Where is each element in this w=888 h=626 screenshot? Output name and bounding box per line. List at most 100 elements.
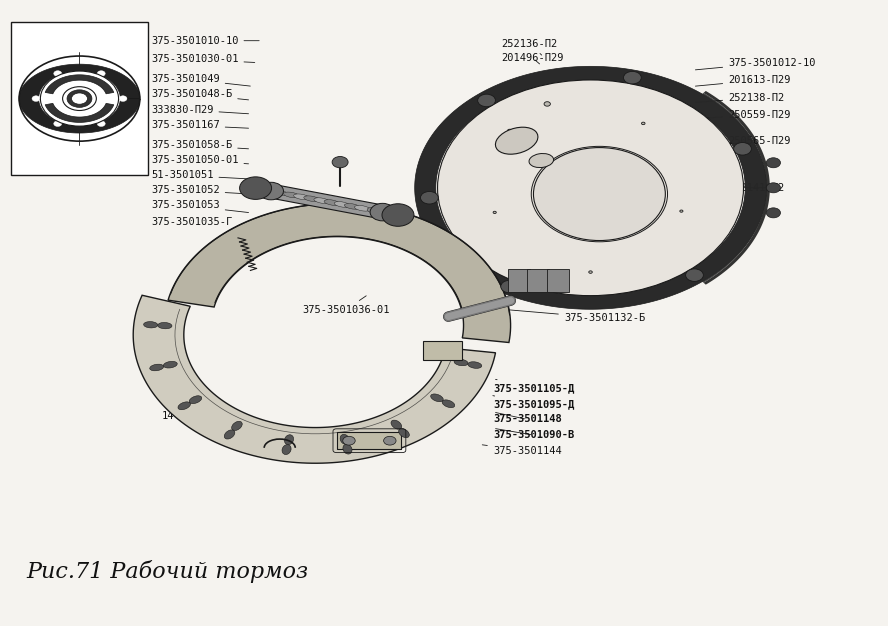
Circle shape: [370, 203, 395, 221]
Ellipse shape: [294, 194, 309, 200]
Text: Н-15808: Н-15808: [444, 363, 488, 377]
Ellipse shape: [314, 198, 329, 203]
Circle shape: [343, 436, 355, 445]
Text: 14-0283: 14-0283: [162, 411, 218, 421]
Circle shape: [76, 75, 82, 79]
Bar: [11, 22, 148, 175]
Circle shape: [240, 177, 272, 200]
Circle shape: [384, 436, 396, 445]
Text: 252138-П2: 252138-П2: [695, 93, 784, 103]
Text: 375-3501049: 375-3501049: [151, 74, 250, 86]
Circle shape: [32, 96, 40, 101]
Text: 51-3501051: 51-3501051: [151, 170, 249, 180]
Ellipse shape: [343, 444, 352, 454]
Text: 375-3501167: 375-3501167: [151, 120, 249, 130]
Polygon shape: [133, 295, 496, 463]
Ellipse shape: [354, 205, 370, 211]
Circle shape: [97, 71, 105, 76]
Ellipse shape: [266, 188, 276, 193]
Polygon shape: [20, 64, 139, 133]
Text: 375-3501050-01: 375-3501050-01: [151, 155, 249, 165]
Text: 375-3501090-В: 375-3501090-В: [493, 429, 574, 440]
Ellipse shape: [150, 364, 163, 371]
Circle shape: [54, 121, 62, 126]
Circle shape: [71, 93, 87, 105]
Ellipse shape: [163, 361, 178, 368]
Ellipse shape: [232, 421, 242, 431]
Circle shape: [67, 90, 92, 108]
Circle shape: [438, 80, 743, 295]
Ellipse shape: [345, 203, 360, 209]
Ellipse shape: [189, 396, 202, 404]
Circle shape: [507, 129, 512, 133]
Circle shape: [641, 122, 645, 125]
Text: 333830-П29: 333830-П29: [151, 105, 249, 115]
Circle shape: [589, 271, 592, 274]
Ellipse shape: [225, 430, 234, 439]
Text: 375-3501148: 375-3501148: [493, 413, 561, 424]
Ellipse shape: [282, 444, 291, 454]
Text: 252141-П2: 252141-П2: [728, 183, 784, 197]
Ellipse shape: [399, 429, 409, 438]
Circle shape: [766, 208, 781, 218]
Text: 375-3501030-01: 375-3501030-01: [151, 54, 255, 64]
Ellipse shape: [340, 434, 349, 444]
Ellipse shape: [529, 153, 553, 168]
Text: 375-3501105-Д: 375-3501105-Д: [493, 379, 574, 393]
Ellipse shape: [367, 208, 377, 213]
Bar: [547, 270, 569, 292]
Ellipse shape: [144, 322, 158, 328]
Circle shape: [766, 183, 781, 193]
Ellipse shape: [454, 359, 468, 366]
Circle shape: [623, 71, 641, 84]
Circle shape: [258, 182, 283, 200]
Text: 375-3501132-Б: 375-3501132-Б: [504, 309, 645, 323]
Ellipse shape: [284, 434, 294, 444]
Text: 375-3501036-01: 375-3501036-01: [302, 296, 390, 315]
Circle shape: [40, 71, 119, 126]
Circle shape: [105, 86, 110, 90]
Text: 250565-П29: 250565-П29: [728, 136, 790, 152]
Circle shape: [332, 156, 348, 168]
Ellipse shape: [324, 200, 339, 205]
Text: 375-3501052: 375-3501052: [151, 185, 249, 195]
Circle shape: [49, 86, 54, 90]
Ellipse shape: [178, 402, 190, 410]
Text: 375-3501058-Б: 375-3501058-Б: [151, 140, 249, 150]
Polygon shape: [168, 203, 511, 342]
Text: 375-3501048-Б: 375-3501048-Б: [151, 89, 249, 100]
Ellipse shape: [391, 420, 401, 429]
Text: 201613-П29: 201613-П29: [695, 75, 790, 86]
Text: 201496-П29: 201496-П29: [502, 53, 564, 64]
Text: 252136-П2: 252136-П2: [502, 39, 558, 55]
Circle shape: [501, 280, 519, 293]
Polygon shape: [690, 93, 766, 283]
Circle shape: [733, 143, 751, 155]
Ellipse shape: [283, 192, 299, 198]
Circle shape: [62, 87, 96, 111]
Circle shape: [105, 107, 110, 111]
Polygon shape: [415, 66, 766, 309]
Ellipse shape: [377, 210, 388, 215]
Ellipse shape: [334, 202, 350, 207]
Polygon shape: [45, 103, 114, 122]
Text: 375-3501010-10: 375-3501010-10: [151, 36, 259, 46]
Circle shape: [119, 96, 127, 101]
Circle shape: [686, 269, 703, 282]
Text: 375-3501053: 375-3501053: [151, 200, 249, 212]
Text: 375-3501144: 375-3501144: [482, 445, 561, 456]
Ellipse shape: [442, 400, 455, 408]
Text: 250559-П29: 250559-П29: [695, 110, 790, 120]
Circle shape: [544, 101, 551, 106]
Circle shape: [97, 121, 105, 126]
Circle shape: [382, 203, 414, 226]
Bar: [423, 341, 462, 360]
Circle shape: [54, 71, 62, 76]
Text: Рис.71 Рабочий тормоз: Рис.71 Рабочий тормоз: [27, 560, 309, 583]
Circle shape: [421, 192, 439, 204]
Circle shape: [493, 211, 496, 213]
Circle shape: [49, 107, 54, 111]
Bar: [508, 270, 530, 292]
Circle shape: [76, 118, 82, 121]
Ellipse shape: [158, 322, 172, 329]
